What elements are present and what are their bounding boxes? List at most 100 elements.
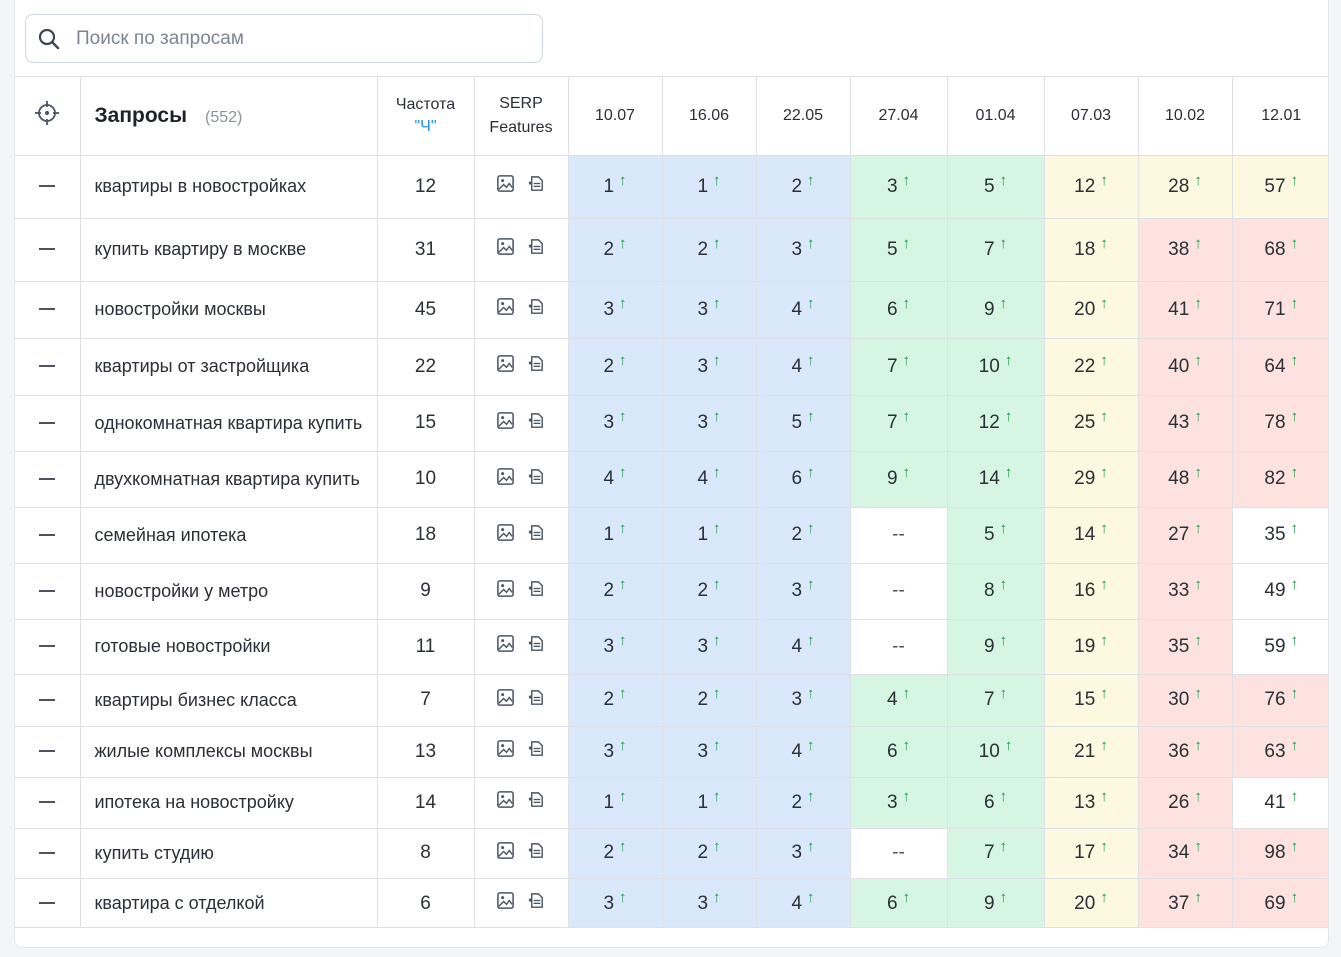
minus-icon[interactable]	[39, 750, 56, 753]
position-cell[interactable]: 3 ↑	[662, 619, 757, 675]
image-icon[interactable]	[496, 297, 515, 322]
position-cell[interactable]: 3 ↑	[662, 281, 757, 339]
position-cell[interactable]: 71 ↑	[1232, 281, 1328, 339]
position-cell[interactable]: 35 ↑	[1232, 507, 1328, 564]
position-cell[interactable]: 4 ↑	[756, 281, 851, 339]
position-cell[interactable]: 6 ↑	[850, 726, 948, 778]
position-cell[interactable]: 2 ↑	[662, 218, 757, 282]
minus-icon[interactable]	[39, 421, 56, 424]
position-cell[interactable]: 14 ↑	[1044, 507, 1139, 564]
position-cell[interactable]: 15 ↑	[1044, 674, 1139, 727]
position-cell[interactable]: 6 ↑	[947, 777, 1045, 829]
position-cell[interactable]: 13 ↑	[1044, 777, 1139, 829]
table-row[interactable]: ипотека на новостройку 14 1 ↑ 1 ↑ 2 ↑ 3 ↑ 6 ↑ 13 ↑ 26 ↑…	[15, 777, 1328, 829]
table-row[interactable]: квартиры бизнес класса 7 2 ↑ 2 ↑ 3 ↑ 4 ↑ 7 ↑ 15 ↑ 30 ↑ 7…	[15, 674, 1328, 727]
position-cell[interactable]: 3 ↑	[662, 726, 757, 778]
position-cell[interactable]: 4 ↑	[756, 338, 851, 396]
query-text[interactable]: новостройки москвы	[80, 281, 378, 339]
position-cell[interactable]: 4 ↑	[568, 451, 663, 508]
position-cell[interactable]: 6 ↑	[850, 281, 948, 339]
serp-snippet-icon[interactable]	[527, 354, 546, 379]
serp-snippet-icon[interactable]	[527, 523, 546, 548]
position-cell[interactable]: 82 ↑	[1232, 451, 1328, 508]
position-cell[interactable]: 3 ↑	[850, 155, 948, 219]
table-row[interactable]: семейная ипотека 18 1 ↑ 1 ↑ 2 ↑ -- 5 ↑ 14 ↑ 27 ↑ 35 ↑	[15, 507, 1328, 564]
row-action-cell[interactable]	[15, 777, 81, 829]
image-icon[interactable]	[496, 579, 515, 604]
serp-snippet-icon[interactable]	[527, 174, 546, 199]
search-input[interactable]	[76, 27, 516, 50]
header-target-cell[interactable]	[15, 77, 81, 156]
image-icon[interactable]	[496, 523, 515, 548]
minus-icon[interactable]	[39, 589, 56, 592]
position-cell[interactable]: 4 ↑	[756, 726, 851, 778]
position-cell[interactable]: 2 ↑	[568, 563, 663, 620]
serp-snippet-icon[interactable]	[527, 467, 546, 492]
position-cell[interactable]: 7 ↑	[947, 218, 1045, 282]
position-cell[interactable]: 4 ↑	[850, 674, 948, 727]
row-action-cell[interactable]	[15, 726, 81, 778]
position-cell[interactable]: 76 ↑	[1232, 674, 1328, 727]
table-row[interactable]: квартиры в новостройках 12 1 ↑ 1 ↑ 2 ↑ 3 ↑ 5 ↑ 12 ↑ 28…	[15, 155, 1328, 219]
position-cell[interactable]: 7 ↑	[947, 828, 1045, 879]
position-cell[interactable]: 7 ↑	[850, 395, 948, 452]
position-cell[interactable]: 9 ↑	[947, 878, 1045, 930]
position-cell[interactable]: 2 ↑	[756, 777, 851, 829]
query-text[interactable]: семейная ипотека	[80, 507, 378, 564]
table-row[interactable]: однокомнатная квартира купить 15 3 ↑ 3 ↑ 5 ↑ 7 ↑ 1…	[15, 395, 1328, 452]
image-icon[interactable]	[496, 688, 515, 713]
position-cell[interactable]: 9 ↑	[947, 281, 1045, 339]
position-cell[interactable]: 28 ↑	[1138, 155, 1233, 219]
position-cell[interactable]: 7 ↑	[947, 674, 1045, 727]
serp-snippet-icon[interactable]	[527, 634, 546, 659]
image-icon[interactable]	[496, 354, 515, 379]
position-cell[interactable]: 63 ↑	[1232, 726, 1328, 778]
position-cell[interactable]: 21 ↑	[1044, 726, 1139, 778]
query-text[interactable]: новостройки у метро	[80, 563, 378, 620]
position-cell[interactable]: 59 ↑	[1232, 619, 1328, 675]
search-box[interactable]	[25, 14, 543, 63]
serp-snippet-icon[interactable]	[527, 739, 546, 764]
position-cell[interactable]: 6 ↑	[850, 878, 948, 930]
serp-snippet-icon[interactable]	[527, 297, 546, 322]
header-date[interactable]: 10.07	[568, 77, 663, 156]
header-date[interactable]: 10.02	[1138, 77, 1233, 156]
query-text[interactable]: однокомнатная квартира купить	[80, 395, 378, 452]
position-cell[interactable]: 9 ↑	[850, 451, 948, 508]
row-action-cell[interactable]	[15, 674, 81, 727]
position-cell[interactable]: --	[850, 563, 948, 620]
position-cell[interactable]: 30 ↑	[1138, 674, 1233, 727]
row-action-cell[interactable]	[15, 218, 81, 282]
position-cell[interactable]: 78 ↑	[1232, 395, 1328, 452]
query-text[interactable]: ипотека на новостройку	[80, 777, 378, 829]
position-cell[interactable]: 16 ↑	[1044, 563, 1139, 620]
position-cell[interactable]: 1 ↑	[568, 507, 663, 564]
position-cell[interactable]: 57 ↑	[1232, 155, 1328, 219]
query-text[interactable]: квартиры бизнес класса	[80, 674, 378, 727]
table-row[interactable]: квартира с отделкой 6 3 ↑ 3 ↑ 4 ↑ 6 ↑ 9 ↑ 20 ↑ 37 ↑ 69 ↑	[15, 878, 1328, 930]
position-cell[interactable]: --	[850, 828, 948, 879]
query-text[interactable]: квартиры от застройщика	[80, 338, 378, 396]
minus-icon[interactable]	[39, 533, 56, 536]
position-cell[interactable]: 8 ↑	[947, 563, 1045, 620]
query-text[interactable]: двухкомнатная квартира купить	[80, 451, 378, 508]
table-row[interactable]: жилые комплексы москвы 13 3 ↑ 3 ↑ 4 ↑ 6 ↑ 10 ↑ 21 ↑ 36…	[15, 726, 1328, 778]
position-cell[interactable]: 2 ↑	[568, 338, 663, 396]
serp-snippet-icon[interactable]	[527, 891, 546, 916]
position-cell[interactable]: 22 ↑	[1044, 338, 1139, 396]
position-cell[interactable]: 49 ↑	[1232, 563, 1328, 620]
serp-snippet-icon[interactable]	[527, 790, 546, 815]
position-cell[interactable]: 3 ↑	[756, 218, 851, 282]
minus-icon[interactable]	[39, 698, 56, 701]
query-text[interactable]: жилые комплексы москвы	[80, 726, 378, 778]
minus-icon[interactable]	[39, 308, 56, 311]
position-cell[interactable]: 5 ↑	[850, 218, 948, 282]
position-cell[interactable]: 1 ↑	[662, 777, 757, 829]
table-row[interactable]: квартиры от застройщика 22 2 ↑ 3 ↑ 4 ↑ 7 ↑ 10 ↑ 22 ↑ 4…	[15, 338, 1328, 396]
position-cell[interactable]: 2 ↑	[568, 828, 663, 879]
position-cell[interactable]: 35 ↑	[1138, 619, 1233, 675]
position-cell[interactable]: 26 ↑	[1138, 777, 1233, 829]
header-frequency[interactable]: Частота "Ч"	[377, 77, 475, 156]
position-cell[interactable]: 18 ↑	[1044, 218, 1139, 282]
position-cell[interactable]: 9 ↑	[947, 619, 1045, 675]
